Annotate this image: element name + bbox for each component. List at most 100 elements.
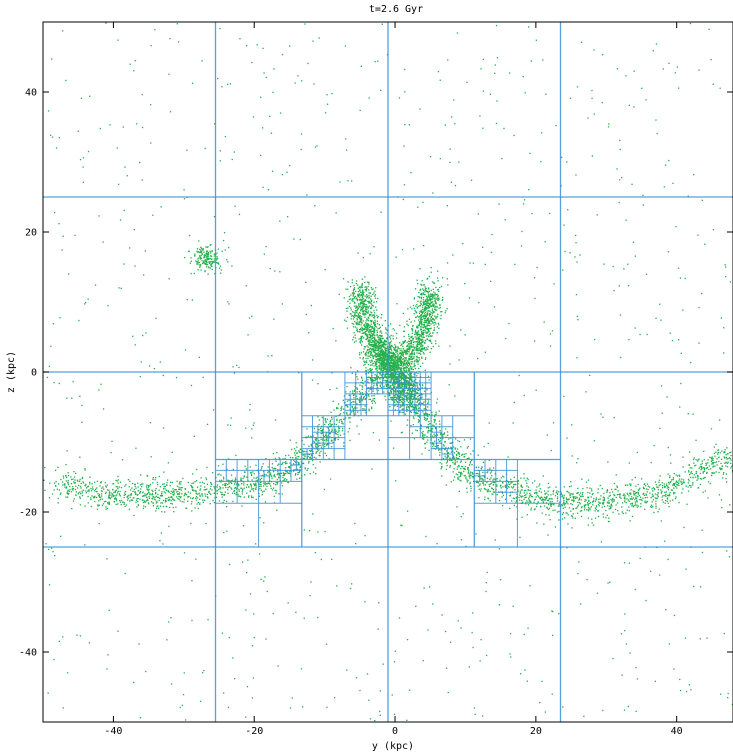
particle: [354, 334, 356, 336]
particle: [357, 308, 359, 310]
particle: [359, 289, 361, 291]
particle: [372, 288, 374, 290]
particle: [479, 484, 481, 486]
particle: [373, 324, 376, 327]
particle: [383, 359, 385, 361]
particle: [429, 332, 431, 334]
particle: [471, 472, 474, 474]
particle: [369, 329, 371, 332]
particle: [278, 477, 280, 479]
particle: [129, 489, 132, 491]
particle: [352, 392, 354, 394]
particle: [72, 500, 75, 502]
particle: [216, 492, 218, 495]
particle: [424, 317, 427, 319]
particle: [351, 322, 353, 325]
particle: [370, 307, 373, 309]
particle: [357, 411, 359, 413]
particle: [209, 488, 211, 490]
particle: [171, 496, 173, 498]
particle: [115, 495, 117, 497]
particle: [502, 504, 504, 507]
particle: [683, 479, 685, 481]
particle: [361, 286, 363, 289]
particle: [244, 471, 246, 473]
particle: [363, 324, 365, 327]
particle: [359, 315, 361, 317]
particle: [431, 305, 433, 307]
particle: [427, 346, 429, 348]
particle: [430, 313, 432, 315]
particle: [422, 288, 424, 290]
particle: [488, 485, 491, 487]
particle: [242, 488, 244, 490]
particle: [461, 473, 463, 475]
particle: [420, 343, 422, 345]
particle: [447, 452, 449, 454]
particle: [581, 493, 583, 495]
particle: [338, 430, 340, 432]
particle: [278, 473, 280, 475]
particle: [626, 498, 628, 500]
particle: [366, 330, 368, 332]
particle: [369, 331, 371, 333]
particle: [467, 468, 469, 470]
particle: [464, 461, 467, 463]
particle: [357, 287, 359, 290]
particle: [357, 295, 359, 297]
particle: [273, 470, 275, 473]
particle: [273, 475, 275, 477]
particle: [324, 419, 326, 421]
particle: [637, 496, 639, 498]
particle: [281, 493, 283, 495]
particle: [415, 356, 418, 358]
particle: [240, 480, 242, 482]
particle: [289, 462, 291, 464]
particle: [187, 481, 189, 484]
particle: [367, 340, 370, 342]
particle: [307, 455, 309, 458]
particle: [432, 294, 434, 296]
particle: [667, 502, 669, 504]
particle: [408, 338, 410, 340]
particle: [389, 336, 391, 338]
particle: [406, 366, 408, 368]
particle: [384, 357, 386, 359]
particle: [192, 486, 194, 488]
particle: [456, 461, 458, 463]
particle: [574, 517, 576, 519]
particle: [426, 338, 428, 340]
particle: [98, 493, 101, 496]
particle: [103, 501, 106, 503]
particle: [622, 494, 624, 497]
particle: [323, 436, 325, 438]
particle: [390, 346, 392, 348]
particle: [388, 359, 390, 361]
particle: [636, 498, 638, 500]
particle: [190, 503, 193, 505]
particle: [338, 427, 340, 429]
particle: [111, 496, 113, 498]
particle: [422, 436, 424, 438]
particle: [416, 340, 419, 342]
particle: [355, 315, 358, 317]
particle: [493, 484, 495, 486]
particle: [416, 337, 418, 339]
particle: [359, 321, 362, 323]
particle: [640, 506, 642, 508]
particle: [536, 486, 538, 488]
particle: [423, 416, 426, 418]
particle: [368, 297, 370, 299]
particle: [54, 482, 56, 484]
particle: [81, 492, 83, 494]
particle: [629, 483, 631, 485]
particle: [353, 287, 356, 289]
particle: [263, 482, 265, 484]
particle: [164, 498, 167, 500]
particle: [366, 287, 368, 289]
particle: [363, 305, 365, 307]
particle: [87, 490, 89, 492]
particle: [529, 500, 531, 502]
particle: [707, 481, 710, 483]
particle: [155, 502, 157, 504]
